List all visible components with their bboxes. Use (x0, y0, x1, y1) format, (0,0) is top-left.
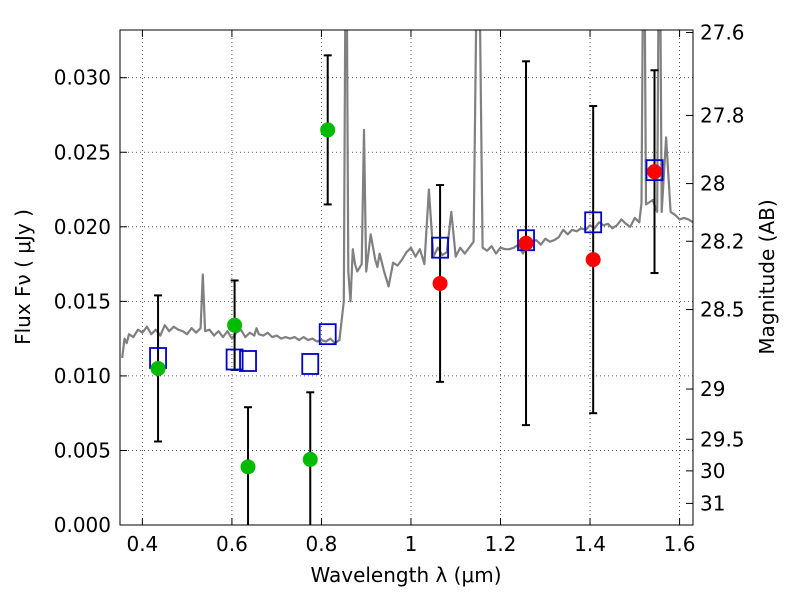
nir-point (585, 252, 601, 268)
y-tick-label: 0.000 (54, 513, 111, 537)
plot-area (121, 30, 693, 525)
y-tick-label: 0.020 (54, 215, 111, 239)
y2-tick-label: 31 (700, 491, 725, 515)
ticks (120, 30, 693, 526)
plot-frame (119, 29, 694, 526)
y2-tick-label: 29 (700, 377, 725, 401)
x-tick-label: 1 (405, 532, 418, 556)
x-tick-label: 0.8 (306, 532, 338, 556)
y2-tick-label: 27.8 (700, 103, 745, 127)
model-point-square (584, 211, 603, 234)
x-tick-label: 1.2 (485, 532, 517, 556)
y2-tick-label: 29.5 (700, 427, 745, 451)
y2-tick-label: 28 (700, 172, 725, 196)
x-tick-label: 0.6 (216, 532, 248, 556)
template-spectrum-line (121, 30, 693, 359)
y-tick-label: 0.030 (54, 66, 111, 90)
x-tick-label: 0.4 (126, 532, 158, 556)
y-tick-label: 0.025 (54, 140, 111, 164)
optical-point (302, 451, 318, 467)
y-tick-label: 0.010 (54, 364, 111, 388)
y-tick-label: 0.015 (54, 289, 111, 313)
y2-tick-label: 28.2 (700, 229, 745, 253)
y-tick-label: 0.005 (54, 438, 111, 462)
model-point-square (239, 350, 257, 372)
nir-point (518, 235, 534, 251)
y2-tick-label: 27.6 (700, 21, 745, 45)
grid (120, 30, 693, 526)
nir-point (432, 275, 448, 291)
model-point-square (431, 236, 449, 259)
y-axis-title: Flux Fν ( μJy ) (11, 209, 35, 345)
tick-labels: 0.4 0.6 0.8 1 1.2 1.4 1.6 0.000 0.005 0.010 0.015 0… (54, 21, 745, 556)
model-point-square (301, 353, 320, 375)
optical-point (320, 122, 336, 138)
x-tick-label: 1.6 (664, 532, 696, 556)
optical-point (240, 459, 256, 475)
optical-point (227, 317, 243, 333)
model-point-square (225, 348, 244, 371)
optical-point (150, 360, 166, 376)
nir-point (647, 164, 663, 180)
x-axis-title: Wavelength λ (μm) (310, 563, 501, 587)
model-point-square (318, 323, 337, 346)
x-tick-label: 1.4 (574, 532, 606, 556)
y2-tick-label: 30 (700, 459, 725, 483)
y2-tick-label: 28.5 (700, 298, 745, 322)
model-point-square (645, 159, 664, 182)
y2-axis-title: Magnitude (AB) (755, 199, 779, 354)
